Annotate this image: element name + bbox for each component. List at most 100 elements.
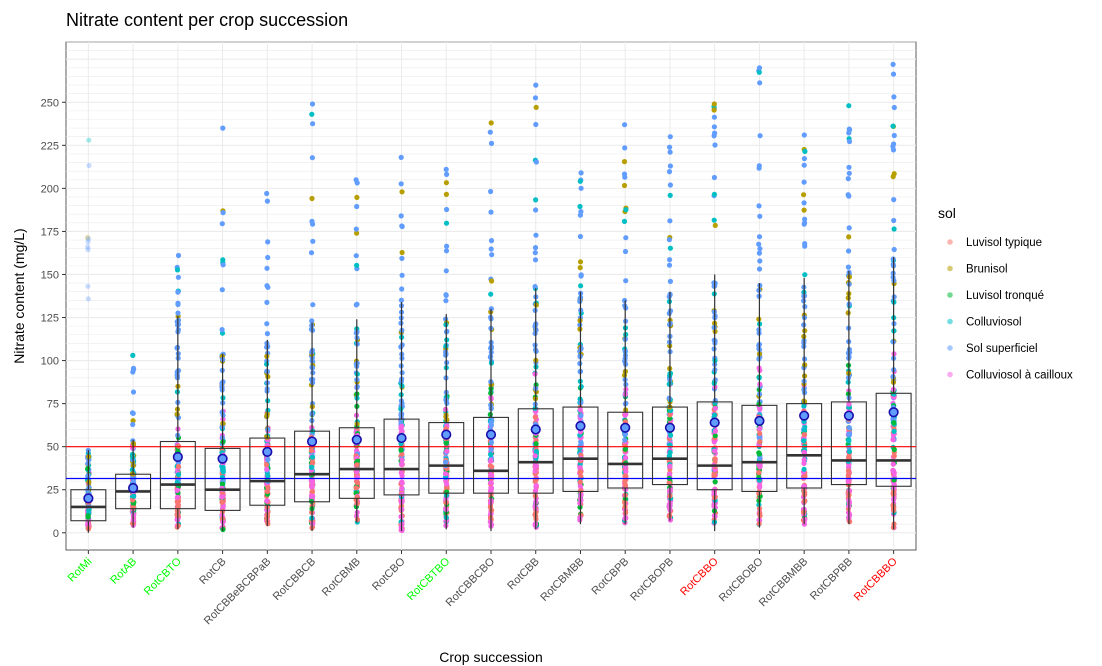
data-point xyxy=(667,192,673,198)
data-point xyxy=(399,428,405,434)
data-point xyxy=(308,326,314,332)
box xyxy=(875,392,912,487)
data-point xyxy=(488,439,494,445)
data-point xyxy=(846,425,852,431)
data-point xyxy=(756,316,762,322)
data-point xyxy=(309,195,315,202)
data-point xyxy=(443,459,449,465)
data-point xyxy=(353,177,359,183)
data-point xyxy=(130,497,136,503)
data-point xyxy=(399,249,405,256)
box xyxy=(249,437,286,506)
box xyxy=(786,403,823,489)
data-point xyxy=(532,453,538,459)
data-point xyxy=(756,250,763,256)
data-point xyxy=(712,433,718,439)
data-point xyxy=(219,327,225,333)
data-point xyxy=(487,519,493,525)
data-point xyxy=(801,156,808,162)
data-point xyxy=(711,503,717,509)
data-point xyxy=(264,190,270,197)
data-point xyxy=(353,485,359,491)
data-point xyxy=(175,502,181,508)
data-point xyxy=(264,344,270,350)
data-point xyxy=(354,262,360,268)
data-point xyxy=(488,209,494,215)
data-point xyxy=(533,464,539,470)
legend-label: Colluviosol xyxy=(966,317,1022,329)
data-point xyxy=(532,284,538,290)
data-point xyxy=(578,346,584,352)
data-point xyxy=(623,400,629,406)
data-point xyxy=(622,431,629,437)
data-point xyxy=(309,488,316,495)
data-point xyxy=(310,521,316,527)
data-point xyxy=(488,246,494,252)
data-point xyxy=(489,252,495,258)
data-point xyxy=(399,457,405,463)
data-point xyxy=(131,493,137,499)
data-point xyxy=(174,411,180,417)
data-point xyxy=(130,421,136,428)
data-point xyxy=(667,245,674,251)
legend-title: sol xyxy=(938,205,956,221)
data-point xyxy=(622,473,628,479)
mean-marker xyxy=(664,422,676,433)
mean-marker xyxy=(306,436,318,447)
data-point xyxy=(891,226,897,232)
data-point xyxy=(532,414,538,420)
data-point xyxy=(712,456,718,462)
data-point xyxy=(712,142,718,148)
data-point xyxy=(85,513,91,519)
data-point xyxy=(577,212,584,218)
data-point xyxy=(398,213,404,219)
data-point xyxy=(846,193,852,199)
y-tick-label: 200 xyxy=(41,183,59,195)
data-point xyxy=(666,294,672,300)
data-point xyxy=(86,162,92,169)
data-point xyxy=(712,412,718,418)
data-point xyxy=(354,194,360,200)
data-point xyxy=(577,465,583,471)
data-point xyxy=(532,257,539,263)
data-point xyxy=(890,71,897,77)
data-point xyxy=(667,463,673,469)
x-tick-label: RotCBMBB xyxy=(538,556,586,604)
x-tick-label: RotCBBBO xyxy=(852,555,900,603)
data-point xyxy=(85,296,91,302)
data-point xyxy=(711,114,718,120)
data-point xyxy=(846,126,852,132)
data-point xyxy=(131,366,137,372)
mean-marker xyxy=(888,407,899,418)
data-point xyxy=(577,443,583,449)
data-point xyxy=(533,159,540,165)
data-point xyxy=(265,254,271,261)
data-point xyxy=(622,446,629,452)
legend-label: Brunisol xyxy=(966,264,1008,276)
data-point xyxy=(756,65,763,71)
data-point xyxy=(399,189,405,195)
data-point xyxy=(712,405,719,411)
legend-label: Sol superficiel xyxy=(966,343,1038,355)
data-point xyxy=(846,448,853,455)
data-point xyxy=(802,148,808,154)
data-point xyxy=(621,159,628,165)
data-point xyxy=(488,120,494,126)
data-point xyxy=(801,427,808,433)
mean-marker xyxy=(575,420,586,432)
data-point xyxy=(219,221,225,227)
y-tick-label: 50 xyxy=(47,442,59,454)
x-tick-label: RotCBTO xyxy=(142,555,184,597)
data-point xyxy=(175,472,182,478)
data-point xyxy=(577,259,584,265)
data-point xyxy=(802,473,808,480)
data-point xyxy=(309,318,315,324)
data-point xyxy=(801,207,807,213)
data-point xyxy=(399,272,405,278)
data-point xyxy=(623,278,629,284)
x-tick-label: RotCBO xyxy=(370,555,408,593)
data-point xyxy=(398,406,404,412)
y-axis: 0 25 50 75 100 125 150 175 200 225 250 xyxy=(41,97,66,540)
data-point xyxy=(219,481,226,487)
data-point xyxy=(622,122,628,128)
